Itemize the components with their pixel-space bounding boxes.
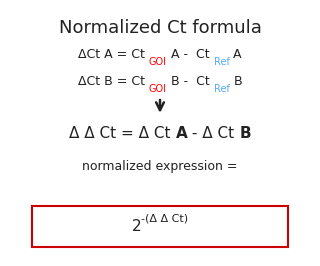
Text: 2: 2 [132, 219, 141, 234]
Text: - Δ Ct: - Δ Ct [187, 126, 239, 140]
Text: Δ Δ Ct = Δ Ct: Δ Δ Ct = Δ Ct [69, 126, 175, 140]
Text: A -  Ct: A - Ct [167, 48, 213, 61]
Text: -(Δ Δ Ct): -(Δ Δ Ct) [141, 214, 188, 224]
Text: GOI: GOI [149, 84, 167, 94]
Text: B: B [229, 75, 242, 88]
Text: ΔCt B = Ct: ΔCt B = Ct [78, 75, 149, 88]
Text: Ref: Ref [214, 84, 229, 94]
Text: A: A [229, 48, 242, 61]
Text: GOI: GOI [149, 57, 167, 67]
Text: Normalized Ct formula: Normalized Ct formula [59, 19, 261, 37]
Text: A: A [175, 126, 187, 140]
Text: ΔCt A = Ct: ΔCt A = Ct [78, 48, 149, 61]
Text: Ref: Ref [213, 57, 229, 67]
Text: B: B [239, 126, 251, 140]
Text: normalized expression =: normalized expression = [82, 160, 238, 173]
Text: B -  Ct: B - Ct [167, 75, 214, 88]
Bar [32, 206, 288, 247]
